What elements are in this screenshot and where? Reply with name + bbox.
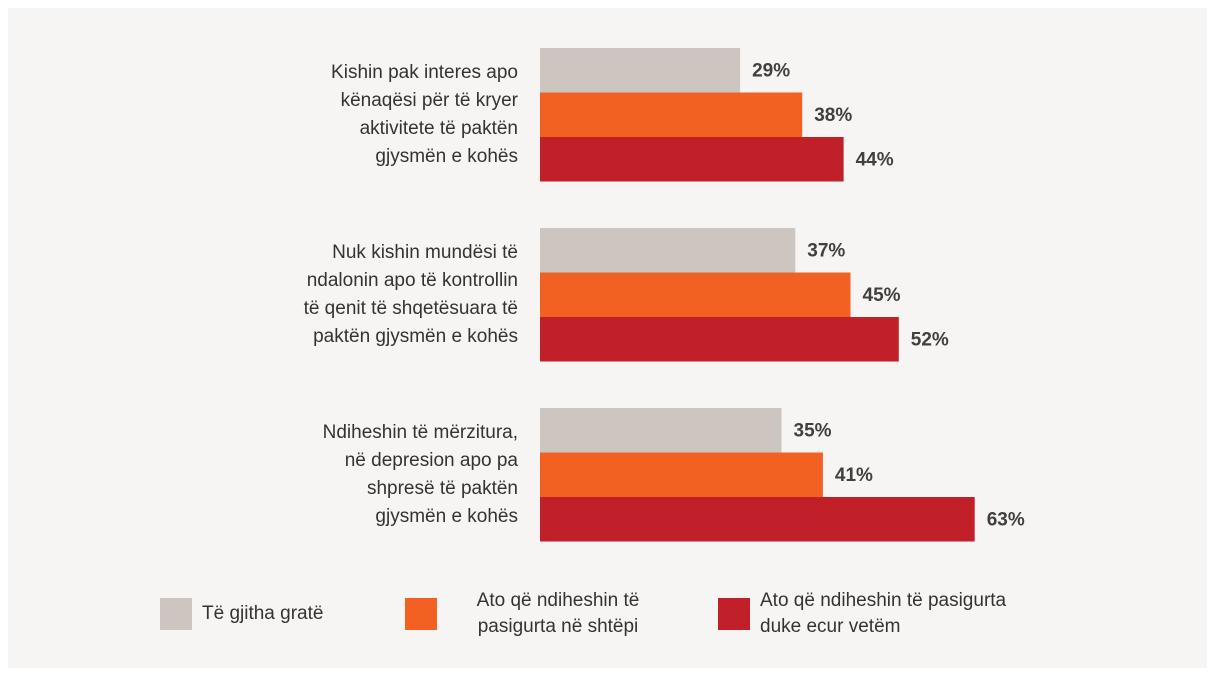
legend-label: Ato që ndiheshin të pasigurta duke ecur v…	[760, 590, 1007, 637]
bar	[540, 317, 899, 362]
value-label: 37%	[807, 240, 845, 261]
legend-swatch	[718, 598, 750, 630]
category-label: Nuk kishin mundësi të ndalonin apo të kon…	[304, 242, 518, 347]
value-label: 41%	[835, 465, 873, 486]
category-label: Kishin pak interes apo kënaqësi për të kr…	[331, 62, 519, 167]
bar	[540, 228, 796, 273]
bar	[540, 408, 782, 453]
legend-label: Të gjitha gratë	[202, 603, 323, 624]
category-label: Ndiheshin të mërzitura, në depresion apo …	[323, 422, 519, 527]
bar	[540, 137, 844, 182]
value-label: 63%	[987, 509, 1025, 530]
value-label: 44%	[856, 149, 894, 170]
bar	[540, 452, 823, 497]
value-label: 52%	[911, 329, 949, 350]
value-label: 35%	[794, 420, 832, 441]
legend-label: Ato që ndiheshin të pasigurta në shtëpi	[477, 590, 640, 637]
bar	[540, 48, 741, 93]
value-label: 29%	[752, 60, 790, 81]
bar	[540, 272, 851, 317]
bar	[540, 497, 975, 542]
bar	[540, 92, 803, 137]
value-label: 45%	[863, 285, 901, 306]
legend-swatch	[405, 598, 437, 630]
legend-swatch	[160, 598, 192, 630]
value-label: 38%	[814, 105, 852, 126]
